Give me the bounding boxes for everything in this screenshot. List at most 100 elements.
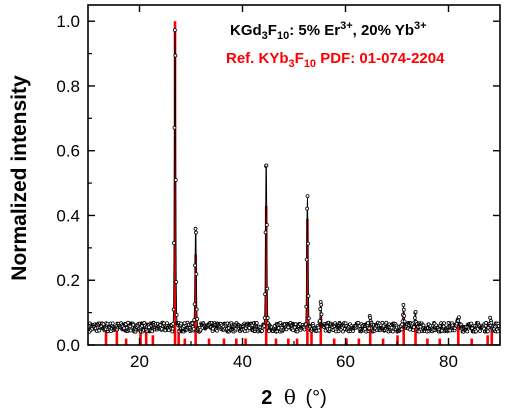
sample-point bbox=[317, 328, 321, 333]
legend-text-part: 3+ bbox=[340, 20, 353, 32]
y-tick-label: 0.0 bbox=[56, 336, 80, 355]
sample-point bbox=[264, 163, 269, 168]
legend-text-part: 10 bbox=[277, 30, 289, 42]
axis-ticks: 20 40 60 80 0.0 0.2 0.4 0.6 0.8 1.0 bbox=[56, 5, 501, 371]
sample-point bbox=[319, 302, 324, 307]
sample-point bbox=[128, 328, 133, 333]
sample-point bbox=[263, 230, 268, 235]
sample-point bbox=[465, 329, 470, 334]
legend-text-part: 3 bbox=[262, 30, 268, 42]
sample-point bbox=[295, 329, 300, 334]
sample-point bbox=[174, 312, 179, 317]
sample-point bbox=[391, 329, 395, 334]
sample-point bbox=[496, 329, 500, 334]
x-tick-label: 60 bbox=[336, 352, 355, 371]
sample-point bbox=[474, 329, 478, 334]
sample-point bbox=[173, 28, 177, 33]
sample-point bbox=[417, 329, 422, 334]
sample-point bbox=[489, 320, 494, 325]
x-axis-label-symbol: θ bbox=[284, 385, 296, 409]
sample-point bbox=[408, 327, 412, 332]
sample-point bbox=[305, 206, 310, 211]
sample-point bbox=[306, 241, 310, 246]
sample-point bbox=[341, 329, 345, 334]
x-tick-label: 80 bbox=[439, 352, 458, 371]
legend-text-part: F bbox=[295, 50, 304, 67]
sample-point bbox=[97, 328, 102, 333]
sample-point bbox=[402, 313, 407, 318]
x-axis-label: 2 θ (°) bbox=[261, 385, 327, 409]
y-tick-label: 0.2 bbox=[56, 271, 80, 290]
sample-point bbox=[367, 326, 372, 331]
y-tick-label: 0.4 bbox=[56, 206, 80, 225]
sample-point bbox=[194, 272, 199, 276]
sample-point bbox=[171, 307, 176, 312]
sample-point bbox=[457, 315, 461, 320]
sample-point bbox=[193, 226, 198, 231]
sample-point bbox=[303, 322, 308, 327]
legend-text-part: 3+ bbox=[414, 20, 427, 32]
sample-point bbox=[264, 223, 269, 227]
sample-point bbox=[413, 310, 418, 314]
sample-point bbox=[305, 194, 310, 199]
sample-point bbox=[336, 329, 341, 334]
legend-text-part: : 5% Er bbox=[289, 22, 340, 39]
sample-point bbox=[484, 320, 489, 325]
legend-text-part: Ref. KYb bbox=[226, 50, 289, 67]
sample-point bbox=[485, 329, 490, 334]
sample-point bbox=[194, 307, 199, 312]
sample-point bbox=[402, 319, 407, 324]
legend-text-part: PDF: 01-074-2204 bbox=[316, 50, 445, 67]
sample-point bbox=[368, 315, 373, 320]
legend-text-part: KGd bbox=[230, 22, 262, 39]
sample-point bbox=[265, 316, 270, 320]
sample-point bbox=[384, 320, 389, 325]
x-tick-label: 40 bbox=[233, 352, 252, 371]
sample-point bbox=[254, 321, 259, 325]
sample-pattern bbox=[87, 28, 501, 334]
sample-point bbox=[356, 320, 361, 325]
y-tick-label: 1.0 bbox=[56, 12, 80, 31]
legend-text-part: 10 bbox=[304, 58, 316, 70]
sample-point bbox=[166, 328, 171, 333]
sample-point bbox=[171, 321, 176, 326]
sample-point bbox=[193, 263, 197, 268]
legend-entry-sample: KGd3F10: 5% Er3+, 20% Yb3+ bbox=[230, 20, 427, 42]
sample-point bbox=[172, 125, 177, 130]
sample-point bbox=[319, 312, 324, 317]
sample-point bbox=[278, 320, 283, 325]
sample-point bbox=[170, 326, 175, 331]
sample-point bbox=[401, 307, 406, 312]
sample-point bbox=[260, 328, 264, 333]
sample-point bbox=[179, 321, 183, 326]
sample-point bbox=[267, 329, 271, 334]
reference-pattern bbox=[104, 21, 494, 345]
sample-point bbox=[306, 294, 311, 298]
sample-point bbox=[191, 327, 196, 331]
legend-text-part: F bbox=[268, 22, 277, 39]
sample-point bbox=[412, 325, 416, 330]
sample-point bbox=[317, 318, 322, 323]
x-axis-label-main: 2 bbox=[261, 387, 272, 409]
x-axis-label-unit: (°) bbox=[305, 387, 326, 409]
sample-point bbox=[401, 303, 406, 307]
sample-point bbox=[174, 280, 179, 284]
sample-point bbox=[323, 328, 328, 333]
y-tick-label: 0.8 bbox=[56, 77, 80, 96]
sample-point bbox=[262, 315, 267, 320]
sample-point bbox=[195, 317, 200, 321]
sample-point bbox=[173, 178, 178, 182]
sample-point bbox=[245, 328, 250, 333]
sample-point bbox=[215, 328, 219, 333]
sample-point bbox=[306, 316, 311, 321]
legend-text-part: 3 bbox=[289, 58, 295, 70]
sample-point bbox=[488, 315, 492, 320]
sample-point bbox=[412, 315, 417, 320]
x-tick-label: 20 bbox=[130, 352, 149, 371]
sample-point bbox=[165, 321, 169, 326]
sample-point bbox=[192, 318, 197, 322]
sample-point bbox=[291, 328, 296, 333]
sample-point bbox=[192, 302, 197, 307]
sample-point bbox=[173, 53, 178, 58]
